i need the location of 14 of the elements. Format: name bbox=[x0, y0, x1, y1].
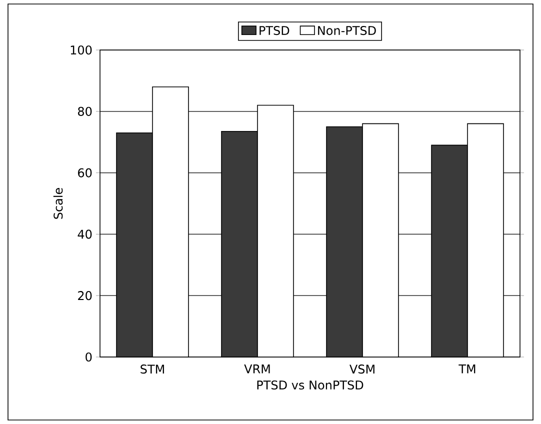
y-tick-label: 0 bbox=[86, 352, 92, 362]
legend-label: Non-PTSD bbox=[318, 26, 376, 36]
y-axis-title: Scale bbox=[53, 188, 63, 219]
x-axis-title: PTSD vs NonPTSD bbox=[257, 380, 364, 390]
x-tick-label: STM bbox=[140, 364, 164, 374]
y-tick-label: 20 bbox=[78, 291, 92, 300]
x-tick-label: VSM bbox=[350, 364, 374, 374]
x-tick-label: TM bbox=[458, 364, 476, 374]
y-tick-label: 100 bbox=[70, 45, 92, 55]
x-tick-label: VRM bbox=[244, 364, 270, 374]
y-tick-label: 60 bbox=[78, 168, 92, 178]
legend-label: PTSD bbox=[260, 26, 290, 36]
y-tick-label: 80 bbox=[78, 106, 92, 116]
y-tick-label: 40 bbox=[78, 230, 92, 239]
